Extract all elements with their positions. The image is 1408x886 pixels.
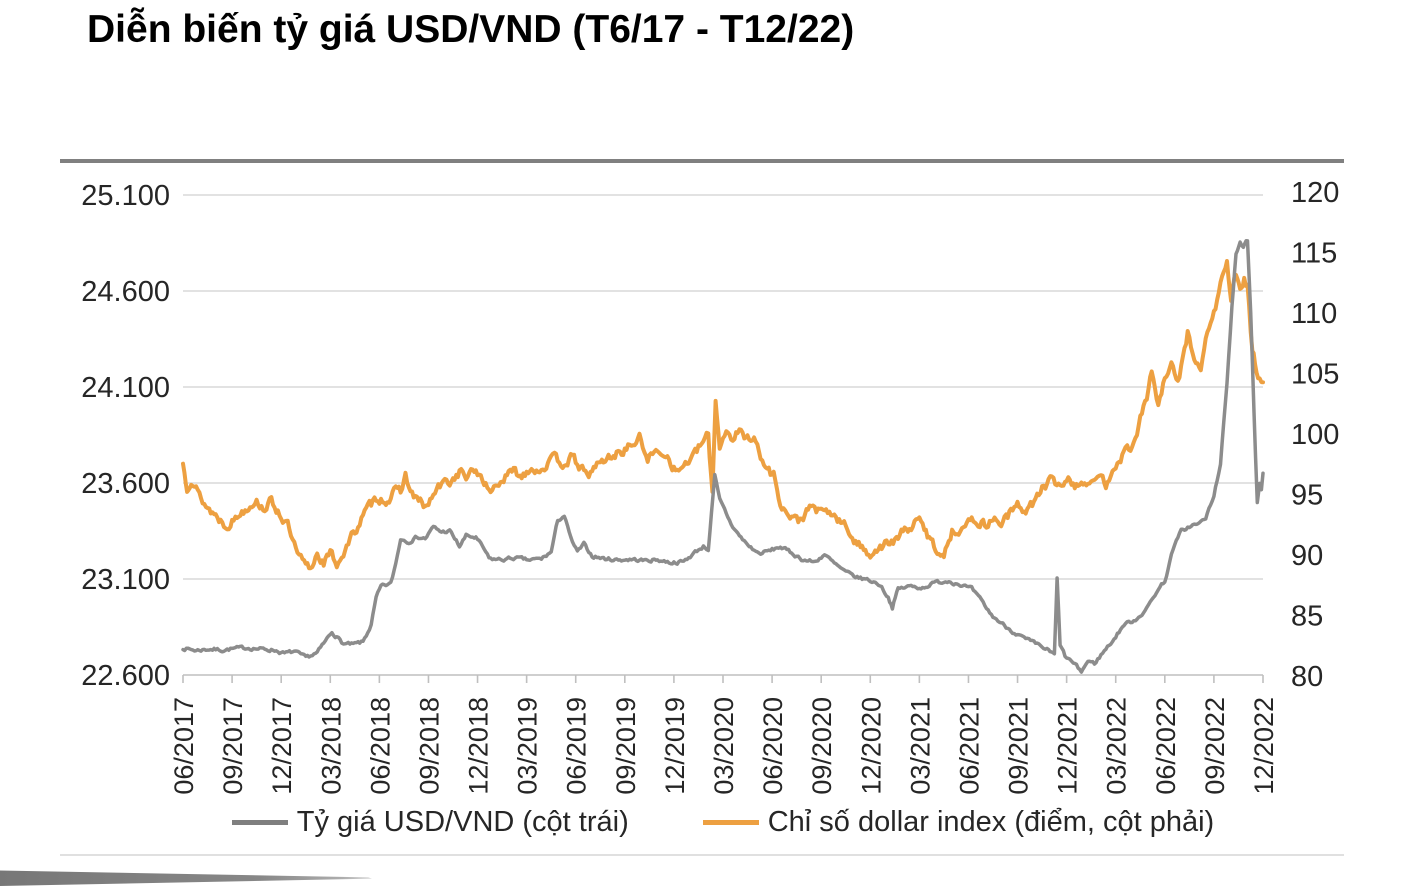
left-axis-tick-label: 23.600 bbox=[81, 468, 170, 500]
x-axis-tick-label: 09/2019 bbox=[611, 697, 641, 795]
legend-item-usdvnd: Tỷ giá USD/VND (cột trái) bbox=[231, 806, 629, 839]
right-axis-tick-label: 110 bbox=[1291, 298, 1337, 330]
x-axis-tick-label: 12/2018 bbox=[464, 697, 494, 795]
usdvnd-line-swatch-icon bbox=[231, 820, 288, 825]
x-axis-tick-label: 09/2017 bbox=[218, 697, 248, 795]
legend-label-dollar-index: Chỉ số dollar index (điểm, cột phải) bbox=[767, 806, 1215, 838]
x-axis-tick-label: 03/2022 bbox=[1102, 697, 1132, 795]
left-axis-tick-label: 24.600 bbox=[81, 276, 170, 308]
right-axis-tick-label: 100 bbox=[1291, 419, 1339, 451]
x-axis-tick-label: 09/2020 bbox=[807, 697, 837, 795]
right-axis-tick-label: 120 bbox=[1291, 177, 1339, 209]
x-axis-labels: 06/2017 09/2017 12/2017 03/2018 06/2018 09/20… bbox=[169, 697, 1279, 795]
dollar-index-line-swatch-icon bbox=[702, 820, 759, 825]
right-axis-tick-label: 90 bbox=[1291, 540, 1323, 572]
right-axis-tick-label: 115 bbox=[1291, 238, 1337, 270]
left-axis-tick-label: 22.600 bbox=[81, 660, 170, 692]
right-axis-tick-label: 85 bbox=[1291, 601, 1323, 633]
legend-label-usdvnd: Tỷ giá USD/VND (cột trái) bbox=[296, 806, 629, 838]
x-axis-tick-label: 12/2019 bbox=[660, 697, 690, 795]
right-axis-tick-label: 95 bbox=[1291, 480, 1323, 512]
left-axis-labels: 25.100 24.600 24.100 23.600 23.100 22.600 bbox=[81, 180, 170, 692]
x-axis-tick-label: 06/2020 bbox=[758, 697, 788, 795]
x-axis-tick-label: 06/2017 bbox=[169, 697, 199, 795]
gridlines bbox=[183, 194, 1263, 580]
page-title: Diễn biến tỷ giá USD/VND (T6/17 - T12/22… bbox=[87, 8, 855, 51]
right-axis-labels: 120 115 110 105 100 95 90 85 80 bbox=[1291, 177, 1339, 693]
x-axis-tick-label: 12/2021 bbox=[1053, 697, 1083, 795]
x-axis-tick-label: 09/2021 bbox=[1004, 697, 1034, 795]
left-axis-tick-label: 24.100 bbox=[81, 372, 170, 404]
x-axis-tick-label: 12/2022 bbox=[1249, 697, 1279, 795]
x-axis bbox=[182, 674, 1264, 683]
x-axis-tick-label: 03/2020 bbox=[709, 697, 739, 795]
dollar-index-line-series bbox=[181, 259, 1265, 571]
chart-legend: Tỷ giá USD/VND (cột trái) Chỉ số dollar … bbox=[183, 806, 1263, 839]
bottom-border-rule bbox=[60, 854, 1344, 856]
x-axis-tick-label: 03/2019 bbox=[513, 697, 543, 795]
left-axis-tick-label: 25.100 bbox=[81, 180, 170, 212]
x-axis-tick-label: 09/2022 bbox=[1200, 697, 1230, 795]
x-axis-tick-label: 06/2021 bbox=[954, 697, 984, 795]
x-axis-tick-label: 06/2019 bbox=[562, 697, 592, 795]
x-axis-tick-label: 06/2022 bbox=[1151, 697, 1181, 795]
left-axis-tick-label: 23.100 bbox=[81, 564, 170, 596]
x-axis-tick-label: 12/2017 bbox=[267, 697, 297, 795]
top-border-rule bbox=[60, 159, 1344, 163]
legend-item-dollar-index: Chỉ số dollar index (điểm, cột phải) bbox=[702, 806, 1215, 839]
right-axis-tick-label: 105 bbox=[1291, 359, 1339, 391]
usdvnd-line-series bbox=[181, 238, 1265, 674]
right-axis-tick-label: 80 bbox=[1291, 661, 1323, 693]
x-axis-tick-label: 06/2018 bbox=[365, 697, 395, 795]
x-axis-tick-label: 12/2020 bbox=[856, 697, 886, 795]
x-axis-tick-label: 03/2021 bbox=[905, 697, 935, 795]
x-axis-tick-label: 03/2018 bbox=[316, 697, 346, 795]
x-axis-tick-label: 09/2018 bbox=[414, 697, 444, 795]
